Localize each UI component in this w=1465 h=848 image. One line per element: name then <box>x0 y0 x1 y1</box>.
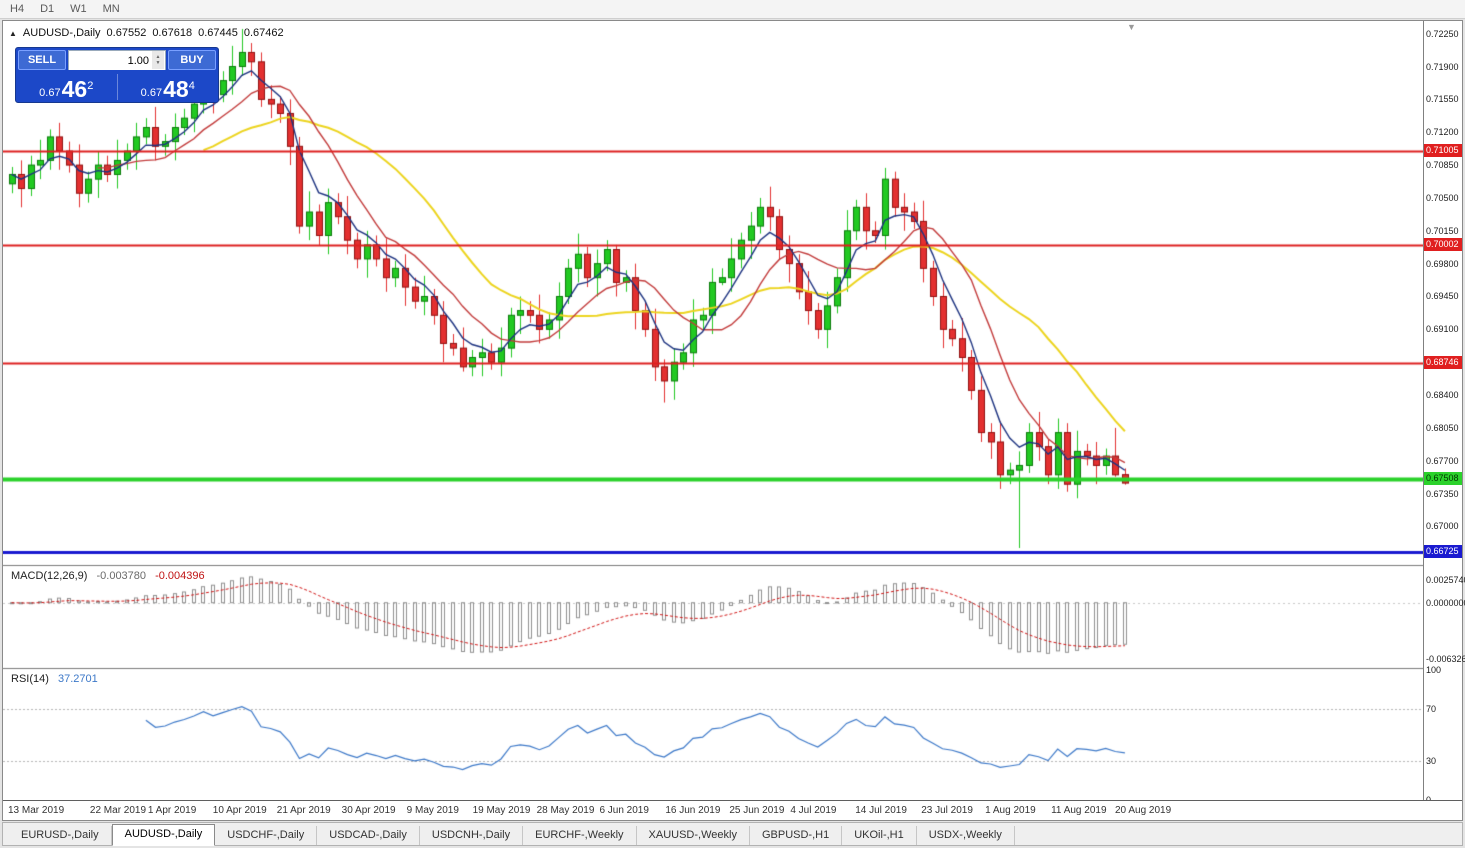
time-axis-label: 19 May 2019 <box>472 805 531 816</box>
symbol-tab-bar: EURUSD-,Daily AUDUSD-,Daily USDCHF-,Daily U… <box>2 822 1463 846</box>
volume-spinner[interactable]: ▲ ▼ <box>152 51 164 69</box>
timeframe-button-w1[interactable]: W1 <box>70 3 87 15</box>
price-level-badge: 0.70002 <box>1424 237 1462 251</box>
price-level-badge: 0.71005 <box>1424 143 1462 157</box>
price-axis-label: 0.67700 <box>1426 455 1459 466</box>
timeframe-button-h4[interactable]: H4 <box>10 3 25 15</box>
symbol-tab-audusd-daily[interactable]: AUDUSD-,Daily <box>111 824 216 846</box>
ohlc-close: 0.67462 <box>243 27 284 39</box>
price-axis-label: 0.70500 <box>1426 192 1459 203</box>
time-axis-label: 1 Apr 2019 <box>147 805 197 816</box>
time-axis-label: 11 Aug 2019 <box>1051 805 1107 816</box>
time-axis-label: 16 Jun 2019 <box>665 805 721 816</box>
price-axis-label: 0.67000 <box>1426 521 1459 532</box>
price-axis-label: 0.72250 <box>1426 28 1459 39</box>
time-axis-label: 4 Jul 2019 <box>790 805 837 816</box>
price-axis-label: 0.69100 <box>1426 324 1459 335</box>
ask-price[interactable]: 0.67 48 4 <box>120 72 217 102</box>
macd-axis-label: 0.0025740 <box>1426 574 1465 585</box>
ohlc-high: 0.67618 <box>152 27 193 39</box>
rsi-axis-label: 70 <box>1426 704 1437 714</box>
macd-main-value: -0.003780 <box>96 570 147 582</box>
symbol-tab-usdcnh-daily[interactable]: USDCNH-,Daily <box>420 826 524 845</box>
rsi-label: RSI(14) 37.2701 <box>11 673 98 685</box>
symbol-tab-usdcad-daily[interactable]: USDCAD-,Daily <box>317 826 420 845</box>
macd-label: MACD(12,26,9) -0.003780 -0.004396 <box>11 570 205 582</box>
bid-sup: 2 <box>87 80 94 92</box>
rsi-value: 37.2701 <box>57 673 98 685</box>
volume-box: ▲ ▼ <box>68 50 166 70</box>
timeframe-button-mn[interactable]: MN <box>102 3 120 15</box>
chart-title: ▲ AUDUSD-,Daily 0.67552 0.67618 0.67445 … <box>9 27 284 39</box>
timeframe-button-d1[interactable]: D1 <box>40 3 55 15</box>
symbol-tab-usdx-weekly[interactable]: USDX-,Weekly <box>917 826 1015 845</box>
chart-symbol-period: AUDUSD-,Daily <box>22 27 101 39</box>
time-axis-label: 20 Aug 2019 <box>1114 805 1172 816</box>
price-axis-label: 0.71550 <box>1426 94 1459 105</box>
price-axis-label: 0.68050 <box>1426 422 1459 433</box>
time-axis-label: 25 Jun 2019 <box>729 805 785 816</box>
chart-shift-marker-icon[interactable]: ▼ <box>1127 22 1136 32</box>
price-axis-label: 0.69450 <box>1426 291 1459 302</box>
symbol-tab-eurchf-weekly[interactable]: EURCHF-,Weekly <box>523 826 637 845</box>
time-axis-label: 22 Mar 2019 <box>89 805 147 816</box>
symbol-tab-usdchf-daily[interactable]: USDCHF-,Daily <box>215 826 318 845</box>
volume-input[interactable] <box>69 52 165 70</box>
time-axis-label: 6 Jun 2019 <box>599 805 649 816</box>
price-level-badge: 0.67508 <box>1424 471 1462 485</box>
ask-big: 48 <box>163 76 189 102</box>
price-axis-label: 0.71900 <box>1426 61 1459 72</box>
bid-prefix: 0.67 <box>39 87 61 99</box>
ask-sup: 4 <box>188 80 195 92</box>
macd-signal-value: -0.004396 <box>155 570 205 582</box>
macd-axis-label: -0.0063260 <box>1426 654 1465 665</box>
spinner-up-icon[interactable]: ▲ <box>155 54 161 60</box>
ohlc-open: 0.67552 <box>106 27 147 39</box>
price-scale[interactable]: 0.72250 0.71900 0.71550 0.71200 0.70850 0.705… <box>1423 21 1465 805</box>
time-axis-label: 28 May 2019 <box>536 805 595 816</box>
rsi-axis-label: 100 <box>1426 665 1442 675</box>
time-axis-label: 23 Jul 2019 <box>921 805 973 816</box>
price-divider <box>116 74 118 100</box>
price-level-badge: 0.66725 <box>1424 545 1462 559</box>
ohlc-low: 0.67445 <box>198 27 238 39</box>
symbol-tab-ukoil-h1[interactable]: UKOil-,H1 <box>842 826 917 845</box>
macd-axis-label: 0.0000000 <box>1426 597 1465 608</box>
rsi-name: RSI(14) <box>11 673 49 685</box>
price-axis-label: 0.68400 <box>1426 390 1459 401</box>
symbol-tab-gbpusd-h1[interactable]: GBPUSD-,H1 <box>750 826 843 845</box>
one-click-trade-panel: SELL ▲ ▼ BUY 0.67 46 2 0.67 48 4 <box>15 47 219 103</box>
rsi-axis-label: 30 <box>1426 756 1437 766</box>
price-level-badge: 0.68746 <box>1424 355 1462 369</box>
time-axis-label: 10 Apr 2019 <box>212 805 267 816</box>
macd-name: MACD(12,26,9) <box>11 570 88 582</box>
ask-prefix: 0.67 <box>140 87 163 99</box>
bid-big: 46 <box>61 76 88 102</box>
symbol-tab-eurusd-daily[interactable]: EURUSD-,Daily <box>9 826 112 845</box>
timeframe-toolbar: H4 D1 W1 MN <box>0 0 1465 19</box>
one-click-collapse-icon[interactable]: ▲ <box>9 28 17 38</box>
time-axis-label: 13 Mar 2019 <box>8 805 65 816</box>
chart-window: ▼ ▲ AUDUSD-,Daily 0.67552 0.67618 0.6744… <box>2 20 1465 821</box>
price-axis-label: 0.71200 <box>1426 127 1459 138</box>
price-axis-label: 0.69800 <box>1426 258 1459 269</box>
price-axis-label: 0.70150 <box>1426 225 1459 236</box>
time-axis[interactable]: 13 Mar 2019 22 Mar 2019 1 Apr 2019 10 Apr 2… <box>3 800 1462 820</box>
spinner-down-icon[interactable]: ▼ <box>155 60 161 66</box>
sell-button[interactable]: SELL <box>18 50 66 70</box>
time-axis-label: 30 Apr 2019 <box>341 805 396 816</box>
buy-button[interactable]: BUY <box>168 50 216 70</box>
time-axis-label: 9 May 2019 <box>406 805 459 816</box>
symbol-tab-xauusd-weekly[interactable]: XAUUSD-,Weekly <box>637 826 750 845</box>
price-axis-label: 0.70850 <box>1426 160 1459 171</box>
bid-price[interactable]: 0.67 46 2 <box>18 72 115 102</box>
price-axis-label: 0.67350 <box>1426 488 1459 499</box>
time-axis-label: 1 Aug 2019 <box>985 805 1036 816</box>
price-chart-canvas[interactable] <box>3 21 1423 800</box>
time-axis-label: 21 Apr 2019 <box>276 805 331 816</box>
time-axis-label: 14 Jul 2019 <box>855 805 907 816</box>
